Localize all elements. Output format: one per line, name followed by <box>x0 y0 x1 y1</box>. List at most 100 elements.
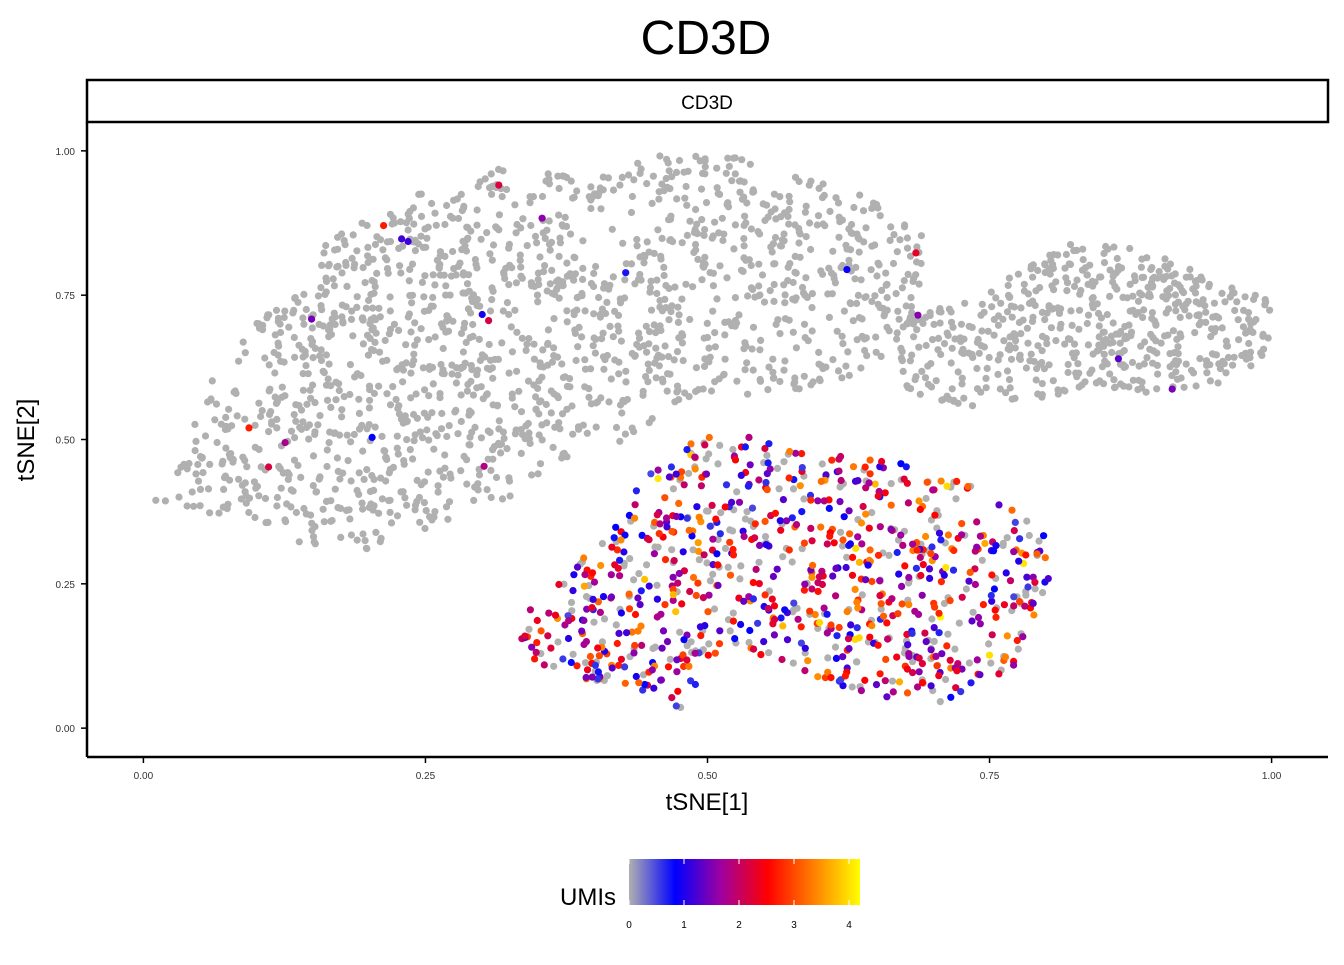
data-point <box>912 373 920 381</box>
data-point <box>635 329 643 337</box>
data-point <box>685 526 693 535</box>
data-point <box>385 469 393 477</box>
data-point <box>220 485 228 493</box>
data-point <box>893 653 901 661</box>
data-point <box>853 658 861 666</box>
data-point <box>598 305 607 313</box>
data-point <box>926 574 934 583</box>
data-point <box>323 462 331 471</box>
data-point <box>904 270 912 278</box>
data-point <box>711 378 719 386</box>
data-point <box>370 475 378 484</box>
data-point <box>523 242 531 250</box>
data-point <box>826 207 834 215</box>
data-point <box>558 454 566 462</box>
data-point <box>355 395 363 403</box>
data-point <box>668 694 676 702</box>
data-point <box>518 334 526 342</box>
data-point <box>585 393 593 401</box>
data-point <box>291 434 299 442</box>
data-point <box>410 220 418 228</box>
data-point <box>1210 328 1218 336</box>
data-point <box>841 672 850 680</box>
data-point <box>695 513 703 521</box>
data-point <box>845 256 853 264</box>
data-point <box>199 469 207 477</box>
y-tick-label: 0.25 <box>56 580 76 591</box>
data-point <box>817 477 825 485</box>
data-point <box>858 591 866 599</box>
data-point <box>192 437 200 445</box>
data-point <box>656 322 664 330</box>
data-point <box>538 214 546 222</box>
data-point <box>536 253 544 261</box>
data-point <box>793 604 801 612</box>
data-point <box>650 550 659 558</box>
data-point <box>1203 369 1211 377</box>
data-point <box>222 444 230 452</box>
data-point <box>621 294 629 302</box>
data-point <box>683 642 691 650</box>
data-point <box>615 358 623 366</box>
data-point <box>630 649 638 657</box>
data-point <box>992 294 1000 302</box>
data-point <box>691 453 699 461</box>
data-point <box>1010 593 1018 601</box>
data-point <box>973 656 981 664</box>
data-point <box>685 469 693 478</box>
data-point <box>984 327 992 335</box>
data-point <box>935 672 943 680</box>
data-point <box>649 172 658 180</box>
data-point <box>581 356 589 364</box>
data-point <box>1140 306 1148 314</box>
data-point <box>958 380 966 388</box>
data-point <box>652 329 660 337</box>
data-point <box>411 319 419 327</box>
data-point <box>272 399 280 407</box>
data-point <box>862 484 870 492</box>
data-point <box>583 429 591 437</box>
data-point <box>469 391 477 399</box>
data-point <box>668 527 676 536</box>
data-point <box>1034 390 1042 398</box>
data-point <box>425 436 433 444</box>
data-point <box>410 350 418 358</box>
data-point <box>392 395 400 404</box>
data-point <box>408 299 416 307</box>
data-point <box>1040 532 1048 540</box>
data-point <box>828 456 836 464</box>
data-point <box>893 248 901 256</box>
data-point <box>1109 272 1117 280</box>
data-point <box>409 455 417 463</box>
data-point <box>817 267 825 275</box>
data-point <box>898 284 907 292</box>
data-point <box>749 366 757 374</box>
data-point <box>235 475 243 483</box>
data-point <box>833 632 841 640</box>
data-point <box>540 661 548 669</box>
data-point <box>745 638 753 647</box>
data-point <box>700 551 708 559</box>
data-point <box>335 431 344 439</box>
data-point <box>625 171 633 179</box>
data-point <box>618 173 626 181</box>
data-point <box>1039 589 1047 597</box>
data-point <box>845 371 853 379</box>
data-point <box>913 243 921 251</box>
data-point <box>1196 355 1204 363</box>
data-point <box>631 352 639 360</box>
data-point <box>888 677 897 685</box>
data-point <box>637 587 645 595</box>
data-point <box>644 378 652 386</box>
data-point <box>426 513 434 521</box>
data-point <box>355 469 363 477</box>
data-point <box>905 573 913 582</box>
data-point <box>1129 376 1137 384</box>
data-point <box>235 357 243 365</box>
data-point <box>604 174 613 182</box>
data-point <box>893 335 901 343</box>
data-point <box>842 362 850 370</box>
data-point <box>806 607 814 615</box>
data-point <box>605 398 613 406</box>
data-point <box>781 606 789 614</box>
